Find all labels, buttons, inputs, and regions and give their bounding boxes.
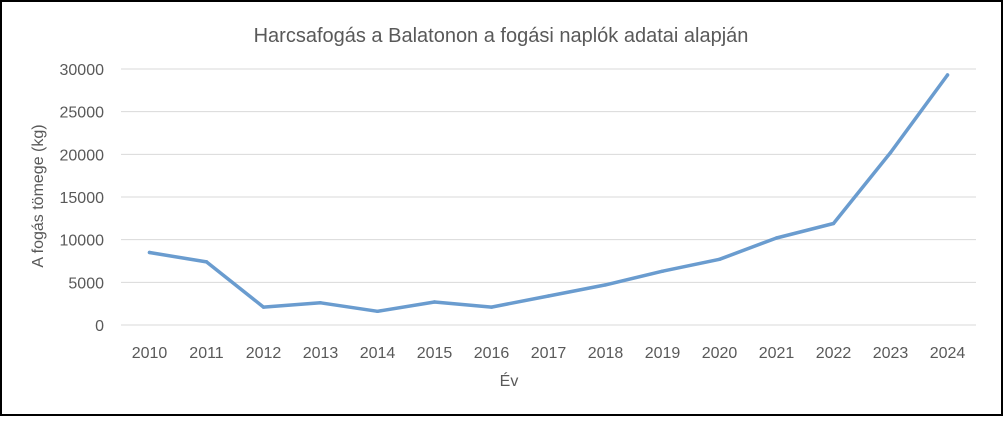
x-tick-label: 2014	[360, 345, 396, 362]
y-tick-label: 25000	[60, 105, 105, 122]
x-tick-label: 2010	[132, 345, 168, 362]
x-tick-label: 2020	[702, 345, 738, 362]
chart-title: Harcsafogás a Balatonon a fogási naplók …	[254, 25, 749, 47]
x-tick-label: 2022	[816, 345, 852, 362]
x-tick-label: 2011	[189, 345, 224, 362]
gridlines	[121, 68, 976, 326]
x-tick-label: 2024	[930, 345, 966, 362]
series-layer	[147, 73, 950, 314]
y-tick-label: 0	[95, 318, 104, 335]
data-point-2011	[204, 260, 209, 264]
data-point-2020	[717, 257, 722, 261]
x-tick-label: 2012	[246, 345, 282, 362]
y-tick-label: 30000	[60, 62, 105, 79]
x-tick-label: 2015	[417, 345, 453, 362]
x-tick-label: 2023	[873, 345, 909, 362]
y-tick-label: 5000	[68, 275, 104, 292]
x-tick-label: 2017	[531, 345, 567, 362]
data-point-2014	[375, 309, 380, 314]
data-point-2015	[432, 300, 437, 304]
data-point-2017	[546, 294, 551, 298]
data-point-2012	[261, 305, 266, 309]
x-tick-label: 2013	[303, 345, 339, 362]
x-tick-label: 2019	[645, 345, 681, 362]
x-axis-title: Év	[500, 371, 519, 390]
data-point-2024	[945, 73, 950, 77]
data-point-2019	[660, 269, 665, 273]
data-point-2021	[774, 236, 779, 240]
y-axis-title: A fogás tömege (kg)	[30, 124, 47, 267]
data-point-2010	[147, 250, 152, 255]
data-point-2013	[318, 301, 323, 305]
data-point-2022	[831, 221, 836, 226]
data-point-2018	[603, 283, 608, 287]
data-point-2023	[888, 150, 893, 155]
x-tick-label: 2016	[474, 345, 510, 362]
x-tick-label: 2018	[588, 345, 624, 362]
y-tick-label: 15000	[60, 190, 105, 207]
y-tick-label: 20000	[60, 147, 105, 164]
y-axis-ticks: 0 5000 10000 15000 20000 25000 30000	[60, 62, 105, 335]
x-tick-label: 2021	[759, 345, 795, 362]
data-point-2016	[489, 305, 494, 309]
x-axis-ticks: 2010 2011 2012 2013 2014 2015 2016 2017 2018 2019…	[132, 345, 966, 362]
y-tick-label: 10000	[60, 233, 105, 250]
